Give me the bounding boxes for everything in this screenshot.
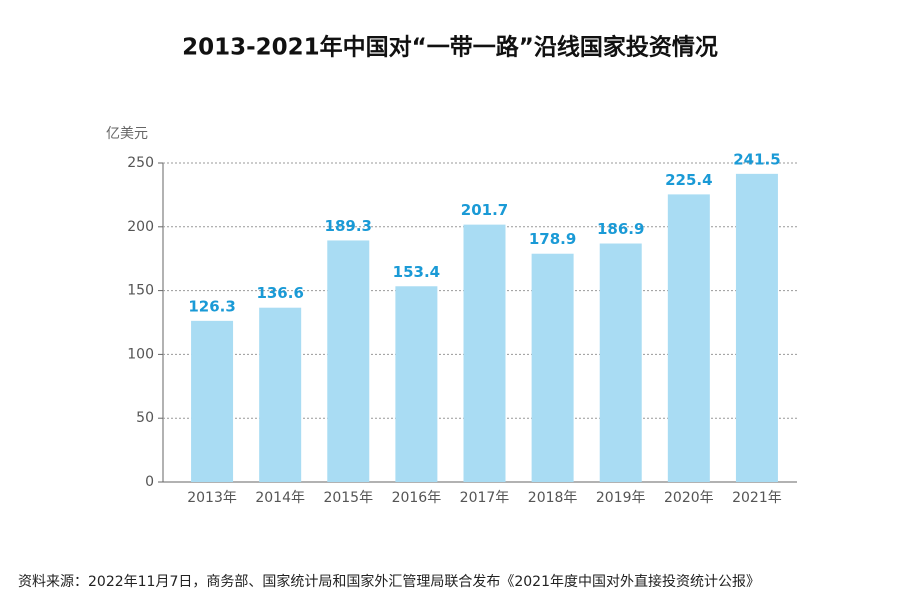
- y-tick-label: 150: [127, 283, 154, 299]
- value-label: 201.7: [461, 201, 508, 219]
- bar: [599, 243, 642, 482]
- bar: [667, 194, 710, 483]
- bar: [259, 307, 302, 482]
- value-label: 126.3: [188, 297, 235, 315]
- x-tick-label: 2016年: [392, 490, 442, 506]
- value-label: 189.3: [325, 217, 372, 235]
- x-tick-label: 2019年: [596, 490, 646, 506]
- value-label: 153.4: [393, 263, 440, 281]
- x-tick-label: 2015年: [323, 490, 373, 506]
- y-tick-label: 100: [127, 346, 154, 362]
- value-label: 241.5: [733, 150, 780, 168]
- y-tick-label: 50: [136, 410, 154, 426]
- bar: [327, 240, 370, 482]
- x-tick-label: 2018年: [528, 490, 578, 506]
- value-label: 136.6: [256, 284, 303, 302]
- y-axis-label: 亿美元: [106, 126, 148, 142]
- bar: [191, 320, 234, 482]
- bar: [531, 253, 574, 482]
- value-label: 186.9: [597, 220, 644, 238]
- x-tick-label: 2013年: [187, 490, 237, 506]
- x-tick-label: 2020年: [664, 490, 714, 506]
- bar: [735, 173, 778, 482]
- y-tick-label: 0: [145, 474, 154, 490]
- value-label: 178.9: [529, 230, 576, 248]
- chart-title: 2013-2021年中国对“一带一路”沿线国家投资情况: [182, 34, 718, 61]
- y-tick-label: 200: [127, 219, 154, 235]
- source-note: 资料来源：2022年11月7日，商务部、国家统计局和国家外汇管理局联合发布《20…: [18, 573, 760, 590]
- x-tick-label: 2017年: [460, 490, 510, 506]
- y-tick-label: 250: [127, 155, 154, 171]
- value-label: 225.4: [665, 171, 712, 189]
- x-tick-label: 2021年: [732, 490, 782, 506]
- bar: [463, 224, 506, 482]
- x-tick-label: 2014年: [255, 490, 305, 506]
- bar: [395, 286, 438, 482]
